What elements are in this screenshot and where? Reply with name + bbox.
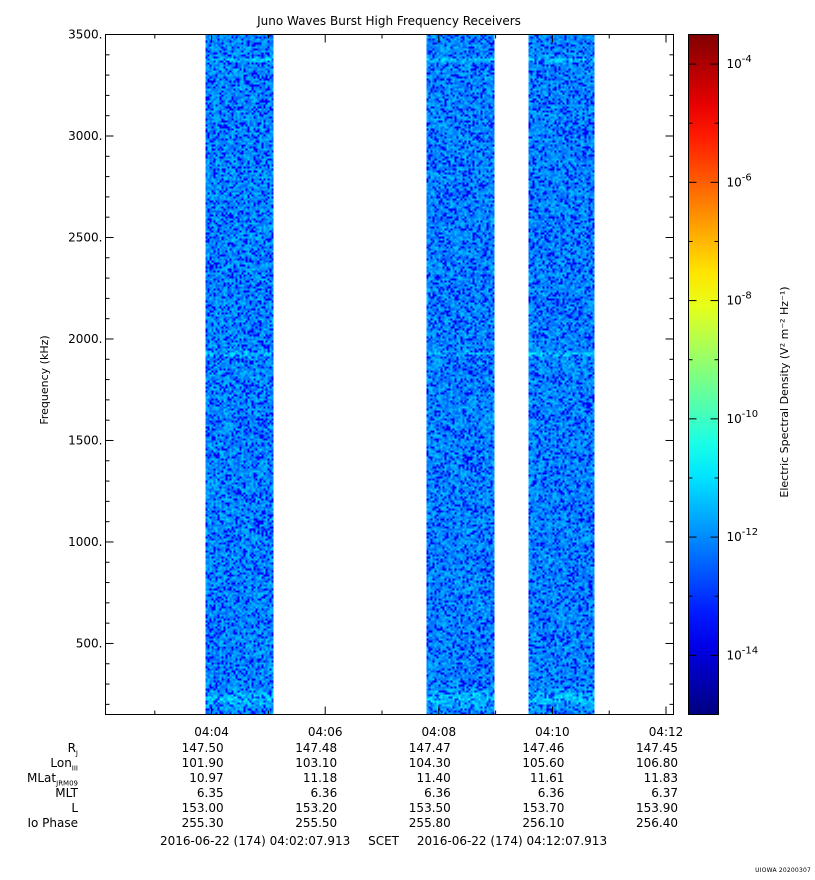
y-tick-label: 2500. (68, 230, 102, 244)
colorbar-tick-label: 10-12 (727, 527, 759, 544)
ephemeris-value: 6.36 (537, 786, 565, 800)
ephemeris-value: 255.50 (295, 816, 338, 830)
scet-label: SCET (368, 834, 399, 848)
scet-end: 2016-06-22 (174) 04:12:07.913 (416, 834, 608, 848)
y-axis: 500. 1000. 1500. 2000. 2500. 3000. 3500. (68, 28, 674, 705)
y-tick-label: 3000. (68, 129, 102, 143)
ephemeris-value: 6.36 (424, 786, 451, 800)
ephemeris-value: 255.80 (408, 816, 451, 830)
spectrogram-image (105, 34, 674, 715)
ephemeris-value: 147.48 (295, 741, 338, 755)
x-tick-label: 04:08 (422, 725, 457, 739)
y-tick-label: 1000. (68, 535, 102, 549)
ephemeris-value: 153.00 (181, 801, 224, 815)
x-tick-label: 04:04 (194, 725, 229, 739)
colorbar-tick-label: 10-10 (727, 409, 759, 426)
ephemeris-label-rj: RJ (67, 741, 78, 758)
ephemeris-value: 153.70 (522, 801, 565, 815)
ephemeris-value: 6.36 (310, 786, 338, 800)
y-tick-label: 500. (76, 636, 103, 650)
y-axis-label: Frequency (kHz) (38, 335, 51, 424)
ephemeris-label-lon: LonIII (50, 756, 78, 773)
x-tick-label: 04:10 (535, 725, 570, 739)
x-axis: 04:04 04:06 04:08 04:10 04:12 (154, 34, 684, 739)
ephemeris-label-l: L (71, 801, 78, 815)
y-tick-label: 3500. (68, 28, 102, 42)
colorbar-tick-label: 10-6 (727, 172, 752, 189)
ephemeris-value: 11.83 (643, 771, 678, 785)
ephemeris-value: 11.61 (530, 771, 565, 785)
ephemeris-value: 103.10 (295, 756, 338, 770)
chart-title: Juno Waves Burst High Frequency Receiver… (256, 14, 521, 28)
colorbar-tick-label: 10-8 (727, 291, 752, 308)
ephemeris-value: 11.18 (302, 771, 338, 785)
ephemeris-value: 11.40 (416, 771, 451, 785)
ephemeris-value: 153.50 (408, 801, 451, 815)
ephemeris-value: 153.20 (295, 801, 338, 815)
ephemeris-label-mlt: MLT (55, 786, 78, 800)
ephemeris-value: 153.90 (636, 801, 678, 815)
ephemeris-value: 147.45 (636, 741, 678, 755)
ephemeris-value: 256.40 (636, 816, 678, 830)
ephemeris-value: 147.50 (181, 741, 224, 755)
ephemeris-value: 255.30 (181, 816, 224, 830)
ephemeris-value: 147.46 (522, 741, 565, 755)
plot-frame (105, 34, 674, 715)
spectrogram-raster (105, 34, 674, 715)
colorbar-gradient (688, 34, 719, 715)
ephemeris-value: 256.10 (522, 816, 565, 830)
ephemeris-value: 10.97 (189, 771, 224, 785)
y-tick-label: 1500. (68, 433, 102, 447)
ephemeris-value: 101.90 (181, 756, 224, 770)
footer-stamp: UIOWA 20200307 (755, 867, 811, 874)
ephemeris-value: 106.80 (636, 756, 678, 770)
colorbar: 10-14 10-12 10-10 10-8 10-6 10-4 (688, 34, 759, 715)
ephemeris-value: 6.37 (651, 786, 678, 800)
ephemeris-label-mlat: MLatJRM09 (27, 771, 78, 788)
ephemeris-value: 6.35 (196, 786, 224, 800)
ephemeris-label-io-phase: Io Phase (27, 816, 78, 830)
colorbar-tick-label: 10-4 (727, 54, 752, 71)
ephemeris-value: 104.30 (408, 756, 451, 770)
ephemeris-value: 105.60 (522, 756, 565, 770)
colorbar-label: Electric Spectral Density (V² m⁻² Hz⁻¹) (778, 286, 791, 497)
x-tick-label: 04:06 (308, 725, 343, 739)
scet-range: 2016-06-22 (174) 04:02:07.913 SCET 2016-… (160, 834, 607, 848)
ephemeris-value: 147.47 (408, 741, 451, 755)
colorbar-tick-label: 10-14 (727, 645, 759, 662)
scet-start: 2016-06-22 (174) 04:02:07.913 (160, 834, 351, 848)
x-tick-label: 04:12 (649, 725, 684, 739)
y-tick-label: 2000. (68, 332, 102, 346)
